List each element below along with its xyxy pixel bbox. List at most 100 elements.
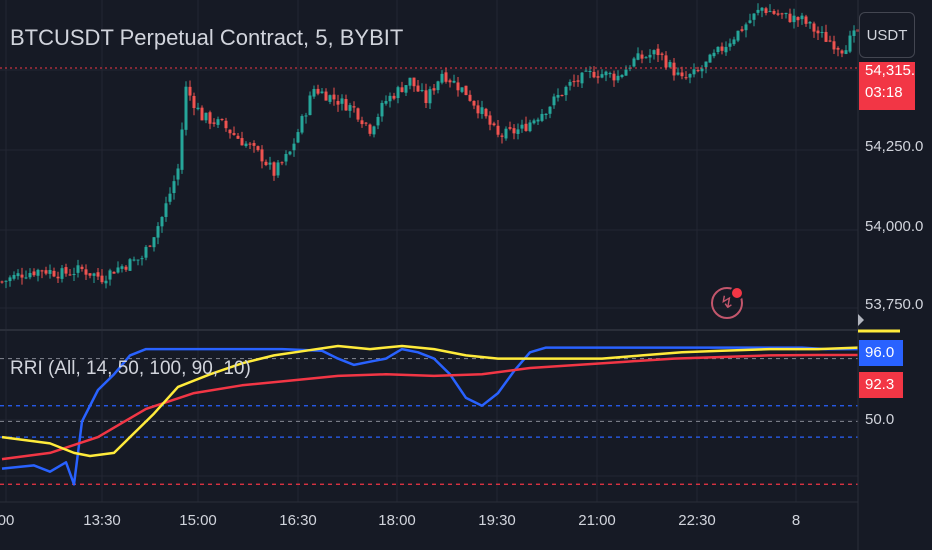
rri-line-blue (1, 346, 858, 486)
candle-body (68, 274, 72, 276)
candle-body (348, 105, 352, 111)
last-price-value: 54,315.0 (865, 62, 915, 79)
candle-body (784, 12, 788, 15)
candle-body (460, 87, 464, 92)
candle-body (52, 270, 56, 277)
candle-body (112, 271, 116, 274)
candle-body (668, 62, 672, 68)
candle-body (480, 107, 484, 114)
candle-body (392, 95, 396, 99)
candle-body (164, 203, 168, 217)
pane-collapse-arrow-icon[interactable] (858, 314, 864, 326)
candle-body (104, 280, 108, 284)
candle-body (204, 112, 208, 121)
candle-body (836, 47, 840, 50)
candle-body (504, 128, 508, 139)
candle-body (16, 273, 20, 277)
candle-body (304, 115, 308, 117)
time-tick: 18:00 (378, 512, 416, 529)
lightning-alert-icon[interactable]: ↯ (711, 286, 744, 319)
candle-body (788, 13, 792, 23)
candle-body (720, 46, 724, 51)
candle-body (156, 226, 160, 238)
candle-body (732, 39, 736, 45)
candle-body (664, 55, 668, 68)
candle-body (28, 273, 32, 278)
candle-body (180, 129, 184, 170)
candle-body (172, 181, 176, 194)
candle-body (344, 99, 348, 111)
candle-body (412, 77, 416, 87)
currency-button[interactable]: USDT (859, 12, 915, 58)
time-tick: 19:30 (478, 512, 516, 529)
candle-body (728, 43, 732, 47)
candle-body (772, 10, 776, 14)
candle-body (168, 193, 172, 202)
candle-body (300, 116, 304, 133)
candle-body (656, 48, 660, 56)
candle-body (780, 13, 784, 15)
candle-body (564, 86, 568, 96)
indicator-value-tag-blue: 96.0 (859, 340, 903, 366)
candle-body (472, 100, 476, 106)
candle-body (256, 146, 260, 151)
candle-body (508, 127, 512, 129)
candle-body (652, 50, 656, 55)
candle-body (768, 11, 772, 13)
time-tick: 00 (0, 512, 15, 529)
candle-body (436, 81, 440, 91)
candle-body (0, 281, 4, 283)
candle-body (116, 267, 120, 273)
candle-body (556, 94, 560, 98)
candle-body (220, 118, 224, 120)
candle-body (756, 9, 760, 13)
candle-body (640, 54, 644, 59)
candle-body (396, 87, 400, 99)
time-tick: 13:30 (83, 512, 121, 529)
candle-body (496, 125, 500, 135)
candle-body (824, 31, 828, 42)
candle-body (528, 122, 532, 132)
candle-body (400, 87, 404, 92)
candle-body (812, 23, 816, 32)
candle-body (608, 73, 612, 75)
candle-body (516, 129, 520, 134)
candle-body (620, 74, 624, 78)
candle-body (312, 88, 316, 97)
candle-body (832, 41, 836, 50)
time-tick: 21:00 (578, 512, 616, 529)
candle-body (680, 72, 684, 77)
candle-body (736, 30, 740, 41)
indicator-series (1, 344, 859, 486)
candle-body (248, 143, 252, 145)
candle-body (424, 90, 428, 104)
candle-body (776, 13, 780, 15)
candle-body (388, 95, 392, 102)
candle-body (612, 73, 616, 81)
candle-body (332, 94, 336, 100)
candle-body (748, 20, 752, 23)
candle-body (288, 151, 292, 155)
candle-body (196, 107, 200, 110)
candle-body (128, 259, 132, 271)
candle-body (448, 80, 452, 83)
candle-body (148, 245, 152, 247)
candle-body (284, 154, 288, 162)
chart-title: BTCUSDT Perpetual Contract, 5, BYBIT (10, 25, 404, 50)
candle-body (828, 40, 832, 42)
candle-body (384, 101, 388, 104)
candle-body (568, 81, 572, 86)
candle-body (320, 91, 324, 94)
candle-body (484, 108, 488, 117)
candle-body (492, 123, 496, 126)
candle-body (260, 149, 264, 162)
bar-countdown: 03:18 (865, 84, 903, 101)
candle-body (176, 168, 180, 180)
candle-body (688, 73, 692, 78)
indicator-label[interactable]: RRI (All, 14, 50, 100, 90, 10) (10, 358, 251, 379)
candle-body (216, 119, 220, 125)
candle-body (360, 120, 364, 125)
candle-body (144, 246, 148, 258)
candle-body (468, 94, 472, 101)
